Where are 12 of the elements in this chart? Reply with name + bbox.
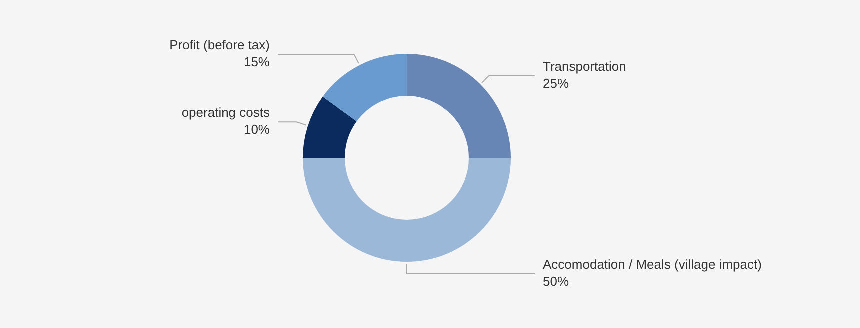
slice-label: operating costs	[182, 105, 270, 120]
slice-label: Profit (before tax)	[170, 38, 270, 53]
donut-slice	[407, 54, 511, 158]
donut-slice	[303, 158, 511, 262]
donut-slice	[303, 96, 357, 158]
slice-label: Transportation	[543, 58, 626, 74]
data-label: 25%	[543, 76, 570, 91]
donut-slice	[322, 54, 407, 122]
data-label: 15%	[244, 54, 270, 70]
data-label: 10%	[244, 122, 270, 138]
slice-label: Accomodation / Meals (village impact)	[543, 257, 762, 272]
data-label: 50%	[543, 274, 570, 289]
